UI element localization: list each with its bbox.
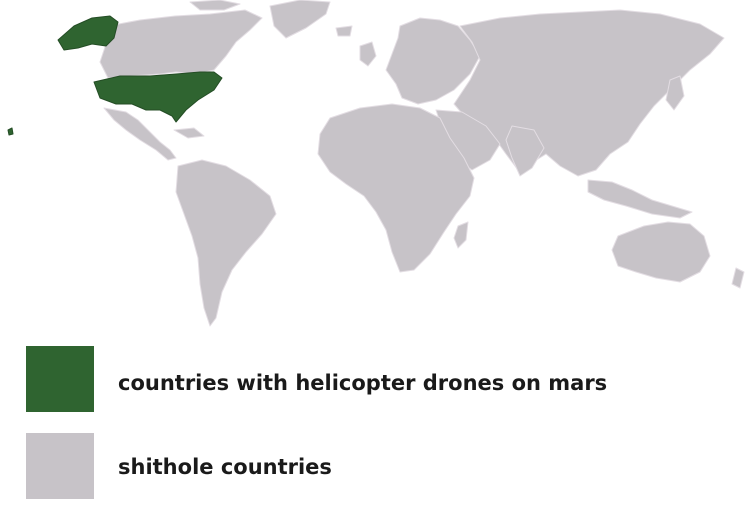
canada-landmass [99, 9, 263, 79]
land-highlight [7, 15, 223, 136]
southeast-asia-islands [587, 179, 693, 219]
india [505, 125, 545, 177]
africa [317, 103, 475, 273]
legend-label-other: shithole countries [118, 455, 332, 479]
europe [385, 17, 481, 105]
madagascar [453, 221, 469, 249]
world-map [7, 0, 745, 327]
contiguous-us [93, 71, 223, 123]
caribbean-islands [173, 127, 205, 139]
alaska-us [57, 15, 119, 51]
south-america [175, 159, 277, 327]
legend-swatch-other [26, 433, 94, 499]
hawaii-us [7, 127, 14, 136]
iceland [335, 25, 353, 37]
greenland-landmass [269, 0, 331, 39]
legend-label-highlight: countries with helicopter drones on mars [118, 371, 608, 395]
arctic-islands [189, 0, 241, 11]
uk-islands [359, 41, 377, 67]
land-other [99, 0, 745, 327]
legend-swatch-highlight [26, 346, 94, 412]
new-zealand [731, 267, 745, 289]
japan [665, 75, 685, 111]
australia [611, 221, 711, 283]
mexico-central-america [103, 107, 177, 161]
